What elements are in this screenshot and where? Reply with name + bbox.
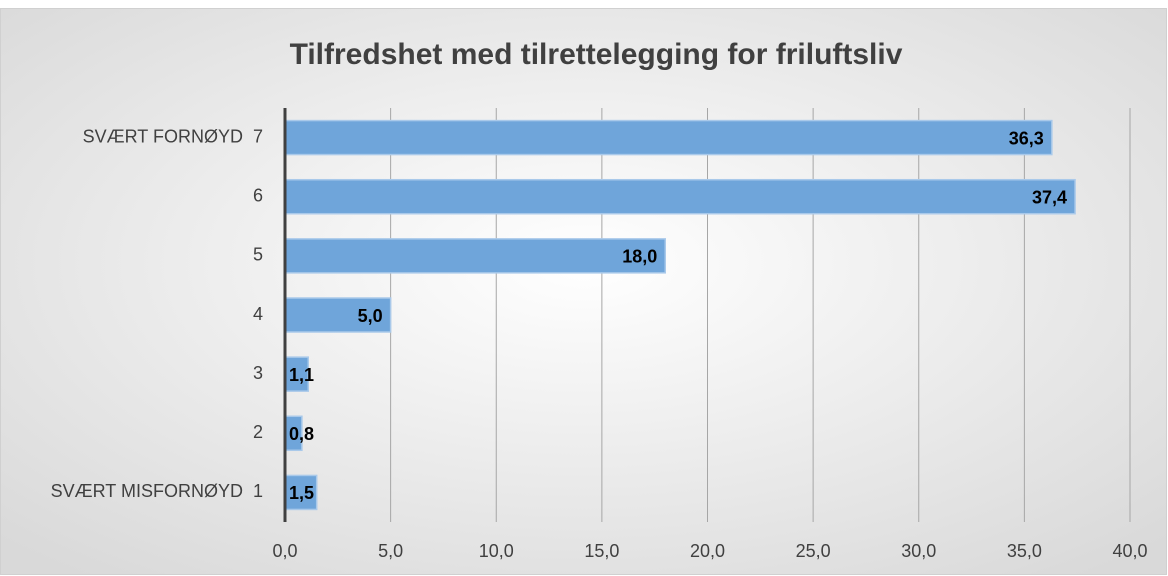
x-tick-label: 30,0 [901,541,936,561]
x-tick-label: 15,0 [584,541,619,561]
value-label: 1,5 [289,483,314,503]
chart-background [0,8,1167,575]
y-tick-label: 6 [253,185,263,205]
bar [284,297,392,333]
value-label: 37,4 [1032,187,1067,207]
value-label: 18,0 [622,247,657,267]
bar [284,119,1053,156]
x-tick-label: 10,0 [479,541,514,561]
value-label: 1,1 [289,365,314,385]
bar [284,474,318,511]
y-tick-label: SVÆRT MISFORNØYD 1 [51,481,263,501]
x-tick-label: 25,0 [796,541,831,561]
x-tick-label: 0,0 [272,541,297,561]
bar [284,178,1076,215]
x-tick-label: 5,0 [378,541,403,561]
x-tick-label: 35,0 [1007,541,1042,561]
y-tick-label: SVÆRT FORNØYD 7 [83,126,263,146]
value-label: 36,3 [1009,128,1044,148]
value-label: 0,8 [289,424,314,444]
bar [284,238,666,274]
x-tick-label: 20,0 [690,541,725,561]
chart-title: Tilfredshet med tilrettelegging for fril… [290,38,903,71]
x-tick-label: 40,0 [1112,541,1147,561]
y-tick-label: 3 [253,363,263,383]
y-tick-label: 4 [253,304,263,324]
y-tick-label: 2 [253,422,263,442]
value-label: 5,0 [358,306,383,326]
y-tick-label: 5 [253,245,263,265]
